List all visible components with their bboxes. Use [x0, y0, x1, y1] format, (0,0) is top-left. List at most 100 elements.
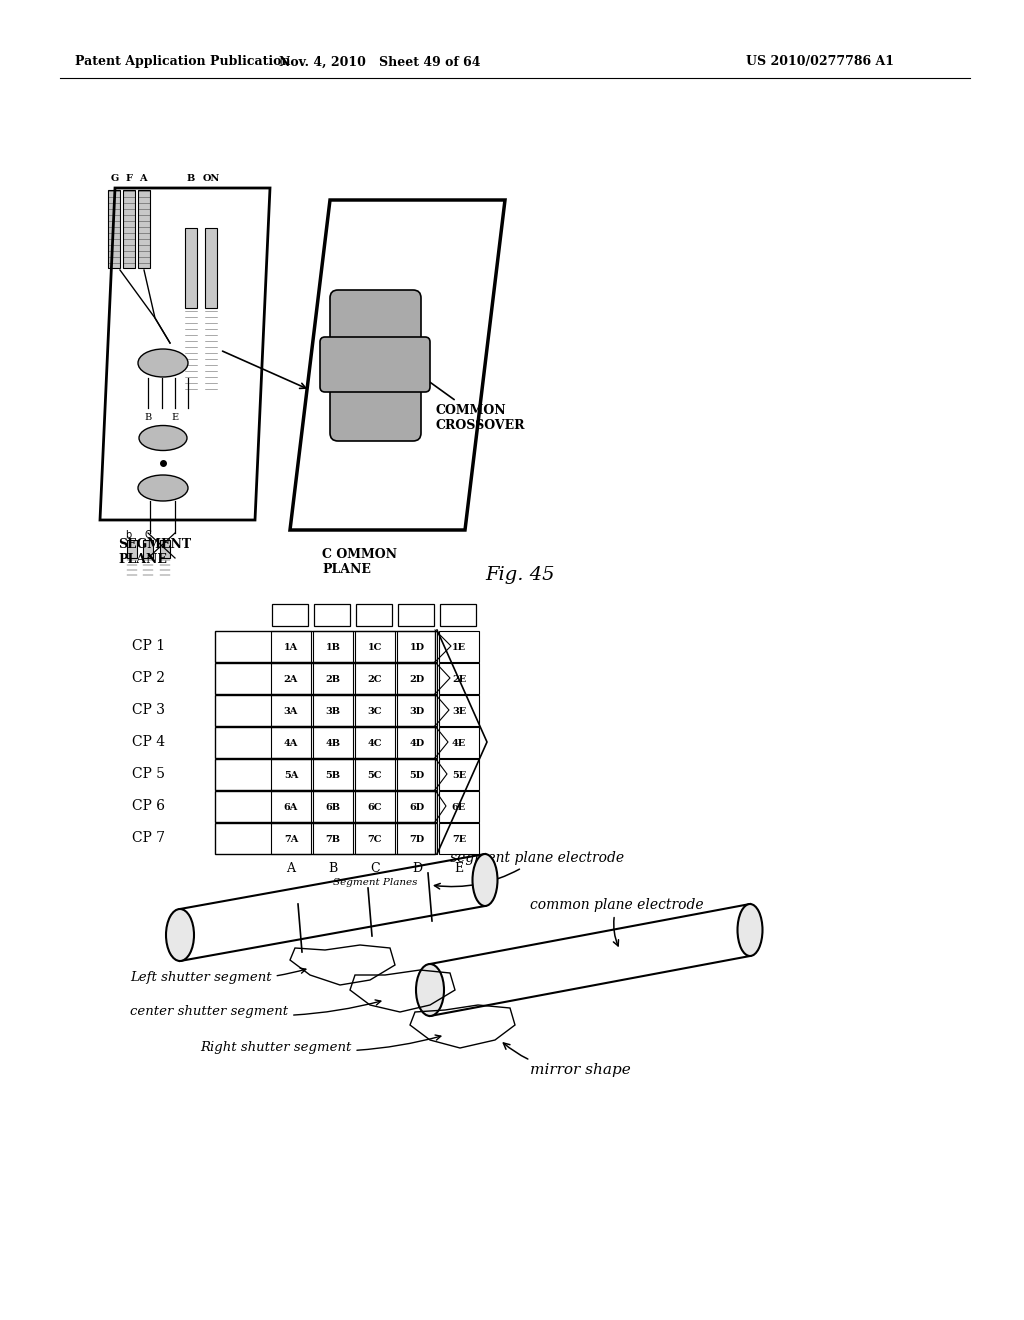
Text: 2C: 2C	[368, 675, 382, 684]
Ellipse shape	[737, 904, 763, 956]
Bar	[271, 631, 311, 663]
Bar	[313, 822, 353, 854]
Text: 6E: 6E	[452, 803, 466, 812]
Bar	[439, 759, 479, 789]
Bar	[271, 791, 311, 822]
Text: 2A: 2A	[284, 675, 298, 684]
Bar	[439, 727, 479, 758]
Bar	[398, 605, 434, 626]
Text: Patent Application Publication: Patent Application Publication	[75, 55, 291, 69]
Bar	[313, 727, 353, 758]
Text: E: E	[455, 862, 464, 875]
Ellipse shape	[472, 854, 498, 906]
Bar	[271, 822, 311, 854]
Text: 3C: 3C	[368, 706, 382, 715]
FancyBboxPatch shape	[205, 228, 217, 308]
FancyBboxPatch shape	[319, 337, 430, 392]
Text: 5E: 5E	[452, 771, 466, 780]
Text: Segment Planes: Segment Planes	[333, 878, 417, 887]
Text: 1C: 1C	[368, 643, 382, 652]
Bar	[271, 696, 311, 726]
Text: 6A: 6A	[284, 803, 298, 812]
Text: 1A: 1A	[284, 643, 298, 652]
Bar	[356, 605, 392, 626]
Text: B: B	[186, 174, 196, 183]
Text: CP 7: CP 7	[132, 832, 165, 845]
Text: CP 3: CP 3	[132, 704, 165, 717]
Text: US 2010/0277786 A1: US 2010/0277786 A1	[746, 55, 894, 69]
Bar	[355, 631, 395, 663]
Text: 4C: 4C	[368, 738, 382, 747]
Text: 7A: 7A	[284, 834, 298, 843]
Text: CP 4: CP 4	[132, 735, 165, 748]
Bar	[397, 631, 437, 663]
Text: D: D	[412, 862, 422, 875]
FancyBboxPatch shape	[160, 540, 170, 558]
Ellipse shape	[166, 909, 194, 961]
Text: CP 2: CP 2	[132, 671, 165, 685]
Text: 3D: 3D	[410, 706, 425, 715]
Bar	[215, 631, 435, 663]
Text: 3B: 3B	[326, 706, 341, 715]
Bar	[215, 696, 435, 726]
Text: G: G	[111, 174, 119, 183]
Bar	[397, 822, 437, 854]
Bar	[397, 759, 437, 789]
Text: 4E: 4E	[452, 738, 466, 747]
Bar	[271, 663, 311, 694]
Bar	[215, 791, 435, 822]
Text: 7B: 7B	[326, 834, 341, 843]
Bar	[313, 663, 353, 694]
Bar	[439, 791, 479, 822]
Text: 6D: 6D	[410, 803, 425, 812]
Text: Nov. 4, 2010   Sheet 49 of 64: Nov. 4, 2010 Sheet 49 of 64	[280, 55, 480, 69]
Bar	[440, 605, 476, 626]
Text: ON: ON	[203, 174, 219, 183]
Text: segment plane electrode: segment plane electrode	[434, 851, 624, 888]
Bar	[355, 727, 395, 758]
Text: CP 5: CP 5	[132, 767, 165, 781]
Text: 2E: 2E	[452, 675, 466, 684]
Text: 5A: 5A	[284, 771, 298, 780]
Text: 6C: 6C	[368, 803, 382, 812]
Bar	[397, 663, 437, 694]
Text: C OMMON
PLANE: C OMMON PLANE	[323, 548, 397, 576]
Bar	[355, 663, 395, 694]
Bar	[397, 727, 437, 758]
Ellipse shape	[138, 475, 188, 502]
Text: 7C: 7C	[368, 834, 382, 843]
Text: B: B	[329, 862, 338, 875]
Bar	[439, 663, 479, 694]
Bar	[439, 631, 479, 663]
Text: Fig. 45: Fig. 45	[485, 566, 555, 583]
Bar	[313, 631, 353, 663]
Text: 4D: 4D	[410, 738, 425, 747]
Text: 4B: 4B	[326, 738, 341, 747]
Text: b: b	[125, 531, 131, 540]
Text: A: A	[287, 862, 296, 875]
FancyBboxPatch shape	[123, 190, 135, 268]
Bar	[439, 822, 479, 854]
Text: common plane electrode: common plane electrode	[530, 898, 703, 946]
Bar	[355, 759, 395, 789]
Text: Left shutter segment: Left shutter segment	[130, 968, 306, 985]
Text: 4A: 4A	[284, 738, 298, 747]
Text: center shutter segment: center shutter segment	[130, 1001, 381, 1019]
FancyBboxPatch shape	[330, 290, 421, 441]
Text: D: D	[159, 483, 168, 492]
FancyBboxPatch shape	[127, 540, 137, 558]
Text: CP 6: CP 6	[132, 799, 165, 813]
Text: 2B: 2B	[326, 675, 341, 684]
Ellipse shape	[139, 425, 187, 450]
Text: CP 1: CP 1	[132, 639, 165, 653]
Text: 2D: 2D	[410, 675, 425, 684]
Ellipse shape	[138, 348, 188, 378]
Text: Right shutter segment: Right shutter segment	[200, 1035, 440, 1055]
Text: 7D: 7D	[410, 834, 425, 843]
Bar	[314, 605, 350, 626]
Text: A: A	[139, 174, 146, 183]
FancyBboxPatch shape	[108, 190, 120, 268]
Text: 3A: 3A	[284, 706, 298, 715]
Text: 1D: 1D	[410, 643, 425, 652]
Text: 1E: 1E	[452, 643, 466, 652]
